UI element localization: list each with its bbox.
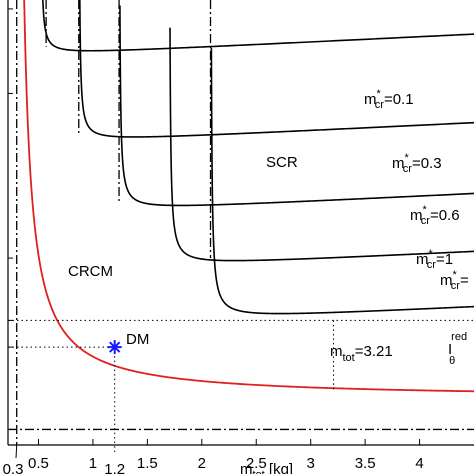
scr-curve-3 (169, 27, 474, 262)
curve-label-value: =0.1 (384, 91, 414, 108)
axes: 0.511.522.533.540.31.2mtot [kg] (3, 0, 474, 474)
x-tick-label-2: 1.5 (137, 455, 158, 472)
curve-label-value: =0.3 (412, 155, 442, 172)
scr-curve-1 (79, 0, 474, 138)
curve-label-4: m* cr= (440, 269, 469, 292)
x-tick-label-0: 0.5 (28, 455, 49, 472)
x-axis-title-unit: [kg] (265, 461, 293, 474)
reference-lines (8, 0, 474, 452)
x-extra-tick-leader-0 (15, 444, 18, 459)
curve-label-1: m* cr=0.3 (392, 152, 442, 175)
x-tick-label-3: 2 (198, 455, 206, 472)
itheta-annotation-sup: red (451, 331, 467, 343)
curve-label-3: m* cr=1 (416, 248, 453, 271)
curves (23, 0, 474, 393)
itheta-annotation: Ired θ (448, 331, 467, 367)
region-label-scr: SCR (266, 154, 298, 171)
x-tick-label-4: 2.5 (246, 455, 267, 472)
curve-label-value: = (460, 272, 469, 289)
x-tick-label-1: 1 (89, 455, 97, 472)
curve-label-main: m (440, 272, 453, 289)
scr-curve-2 (119, 5, 474, 207)
x-axis-title-sub: tot (253, 469, 265, 474)
curve-label-sup: * (405, 152, 410, 164)
mtot-annotation-main: m (330, 343, 343, 360)
curve-label-sub: cr (451, 280, 461, 292)
x-tick-label-7: 4 (415, 455, 423, 472)
x-axis-title-main: m (240, 461, 253, 474)
curve-label-value: =1 (436, 251, 453, 268)
x-tick-label-5: 3 (307, 455, 315, 472)
crcm-curve (23, 0, 474, 393)
curve-label-main: m (392, 155, 405, 172)
itheta-annotation-sub: θ (449, 355, 455, 367)
curve-label-main: m (364, 91, 377, 108)
mtot-annotation-sub: tot (343, 352, 355, 364)
curve-label-sub: cr (427, 259, 437, 271)
curve-label-2: m* cr=0.6 (410, 204, 460, 227)
curve-label-main: m (410, 207, 423, 224)
curve-label-sub: cr (375, 99, 385, 111)
x-tick-label-6: 3.5 (355, 455, 376, 472)
curve-label-sub: cr (421, 215, 431, 227)
itheta-annotation-main: I (448, 341, 452, 358)
curve-label-sub: cr (403, 163, 413, 175)
labels: m* cr=0.1m* cr=0.3m* cr=0.6m* cr=1m* cr=SCRCR… (68, 88, 469, 367)
curve-label-sup: * (423, 204, 428, 216)
curve-label-value: =0.6 (430, 207, 460, 224)
curve-label-sup: * (453, 269, 458, 281)
dm-marker-stroke (109, 341, 121, 353)
x-extra-tick-label-0: 0.3 (3, 461, 24, 474)
x-axis-title: mtot [kg] (240, 461, 293, 474)
dm-marker (107, 340, 122, 355)
curve-label-sup: * (429, 248, 434, 260)
x-extra-tick-label-1: 1.2 (104, 461, 125, 474)
curve-label-0: m* cr=0.1 (364, 88, 414, 111)
dm-label: DM (126, 331, 149, 348)
region-label-crcm: CRCM (68, 263, 113, 280)
curve-label-sup: * (377, 88, 382, 100)
mtot-annotation-value: =3.21 (355, 343, 393, 360)
mtot-annotation: mtot=3.21 (330, 343, 393, 364)
curve-label-main: m (416, 251, 429, 268)
scr-curve-4 (210, 47, 474, 315)
scr-curve-0 (42, 0, 474, 52)
